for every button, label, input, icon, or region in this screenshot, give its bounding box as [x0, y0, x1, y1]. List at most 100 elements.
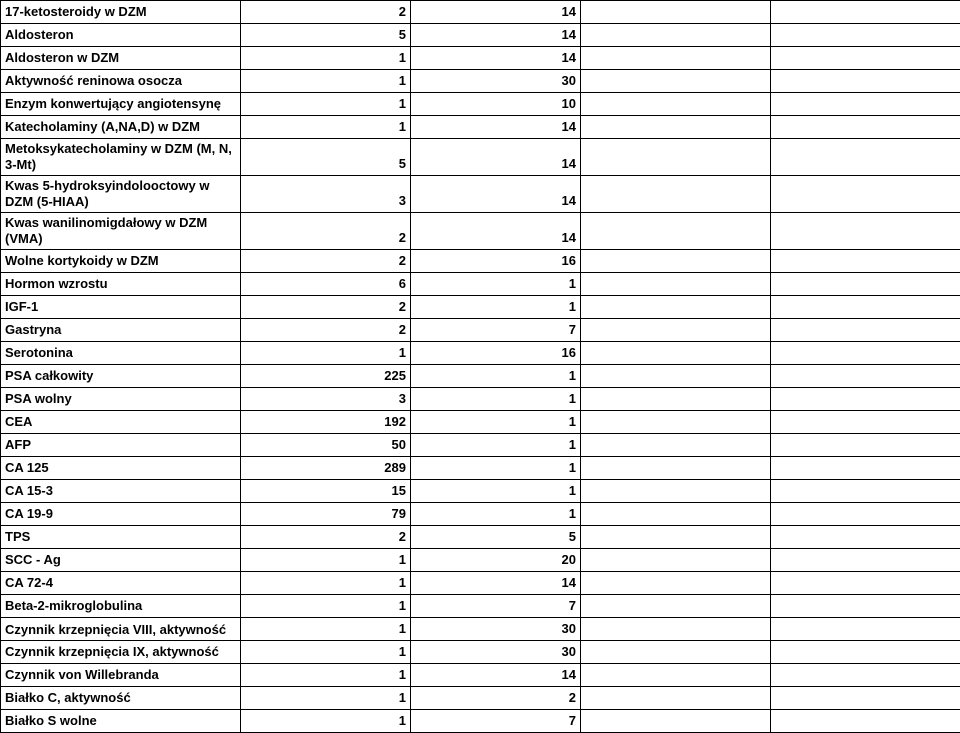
row-empty-1	[581, 618, 771, 641]
row-value-2: 1	[411, 273, 581, 296]
row-value-1: 192	[241, 411, 411, 434]
row-value-2: 14	[411, 213, 581, 250]
row-empty-1	[581, 296, 771, 319]
row-name: SCC - Ag	[1, 549, 241, 572]
table-row: AFP501	[1, 434, 960, 457]
table-row: CA 19-9791	[1, 503, 960, 526]
row-value-2: 16	[411, 250, 581, 273]
row-value-2: 2	[411, 687, 581, 710]
row-empty-1	[581, 319, 771, 342]
table-row: Czynnik von Willebranda114	[1, 664, 960, 687]
document-page: 17-ketosteroidy w DZM214Aldosteron514Ald…	[0, 0, 960, 733]
row-name: TPS	[1, 526, 241, 549]
row-name: Gastryna	[1, 319, 241, 342]
table-row: Aldosteron514	[1, 24, 960, 47]
row-value-1: 50	[241, 434, 411, 457]
row-value-2: 14	[411, 176, 581, 213]
row-value-2: 14	[411, 47, 581, 70]
row-value-1: 2	[241, 1, 411, 24]
row-empty-2	[771, 411, 960, 434]
row-value-1: 2	[241, 526, 411, 549]
row-empty-2	[771, 273, 960, 296]
row-value-2: 14	[411, 572, 581, 595]
row-value-2: 30	[411, 618, 581, 641]
row-empty-1	[581, 70, 771, 93]
row-empty-1	[581, 139, 771, 176]
row-value-1: 2	[241, 319, 411, 342]
row-name: Kwas 5-hydroksyindolooctowy w DZM (5-HIA…	[1, 176, 241, 213]
row-value-2: 14	[411, 139, 581, 176]
row-name: Czynnik krzepnięcia VIII, aktywność	[1, 618, 241, 641]
table-row: CA 15-3151	[1, 480, 960, 503]
row-empty-2	[771, 710, 960, 733]
table-row: Czynnik krzepnięcia VIII, aktywność130	[1, 618, 960, 641]
row-value-2: 7	[411, 710, 581, 733]
row-empty-1	[581, 213, 771, 250]
row-name: Wolne kortykoidy w DZM	[1, 250, 241, 273]
row-value-1: 1	[241, 641, 411, 664]
row-empty-1	[581, 1, 771, 24]
row-name: Czynnik von Willebranda	[1, 664, 241, 687]
row-value-2: 20	[411, 549, 581, 572]
row-value-2: 1	[411, 411, 581, 434]
row-value-1: 6	[241, 273, 411, 296]
row-value-1: 1	[241, 116, 411, 139]
row-value-1: 1	[241, 595, 411, 618]
row-empty-1	[581, 24, 771, 47]
row-empty-1	[581, 176, 771, 213]
row-name: CA 125	[1, 457, 241, 480]
row-value-1: 1	[241, 618, 411, 641]
row-value-1: 1	[241, 549, 411, 572]
row-value-1: 1	[241, 664, 411, 687]
data-table: 17-ketosteroidy w DZM214Aldosteron514Ald…	[0, 0, 960, 733]
row-empty-1	[581, 572, 771, 595]
row-name: Kwas wanilinomigdałowy w DZM (VMA)	[1, 213, 241, 250]
table-row: TPS25	[1, 526, 960, 549]
row-value-2: 1	[411, 388, 581, 411]
row-value-2: 14	[411, 24, 581, 47]
row-empty-2	[771, 1, 960, 24]
row-empty-1	[581, 93, 771, 116]
table-row: Białko S wolne17	[1, 710, 960, 733]
table-body: 17-ketosteroidy w DZM214Aldosteron514Ald…	[1, 1, 960, 733]
row-value-2: 16	[411, 342, 581, 365]
table-row: Aktywność reninowa osocza130	[1, 70, 960, 93]
row-name: Enzym konwertujący angiotensynę	[1, 93, 241, 116]
row-empty-2	[771, 319, 960, 342]
row-name: Hormon wzrostu	[1, 273, 241, 296]
row-value-1: 3	[241, 388, 411, 411]
row-empty-1	[581, 250, 771, 273]
table-row: PSA wolny31	[1, 388, 960, 411]
row-empty-2	[771, 687, 960, 710]
row-empty-2	[771, 641, 960, 664]
row-value-2: 1	[411, 296, 581, 319]
table-row: Metoksykatecholaminy w DZM (M, N, 3-Mt)5…	[1, 139, 960, 176]
row-empty-2	[771, 24, 960, 47]
row-value-2: 7	[411, 595, 581, 618]
row-value-1: 1	[241, 342, 411, 365]
row-value-1: 2	[241, 250, 411, 273]
row-name: Katecholaminy (A,NA,D) w DZM	[1, 116, 241, 139]
row-empty-2	[771, 434, 960, 457]
table-row: Beta-2-mikroglobulina17	[1, 595, 960, 618]
row-value-1: 289	[241, 457, 411, 480]
table-row: CEA1921	[1, 411, 960, 434]
row-value-2: 14	[411, 1, 581, 24]
row-value-1: 5	[241, 24, 411, 47]
row-empty-1	[581, 411, 771, 434]
row-empty-1	[581, 273, 771, 296]
table-row: 17-ketosteroidy w DZM214	[1, 1, 960, 24]
table-row: IGF-121	[1, 296, 960, 319]
row-empty-2	[771, 526, 960, 549]
table-row: Kwas 5-hydroksyindolooctowy w DZM (5-HIA…	[1, 176, 960, 213]
row-name: Serotonina	[1, 342, 241, 365]
row-empty-2	[771, 595, 960, 618]
table-row: Wolne kortykoidy w DZM216	[1, 250, 960, 273]
table-row: Hormon wzrostu61	[1, 273, 960, 296]
row-empty-2	[771, 503, 960, 526]
row-empty-2	[771, 618, 960, 641]
row-value-1: 2	[241, 213, 411, 250]
row-empty-1	[581, 503, 771, 526]
row-empty-2	[771, 139, 960, 176]
row-empty-2	[771, 342, 960, 365]
